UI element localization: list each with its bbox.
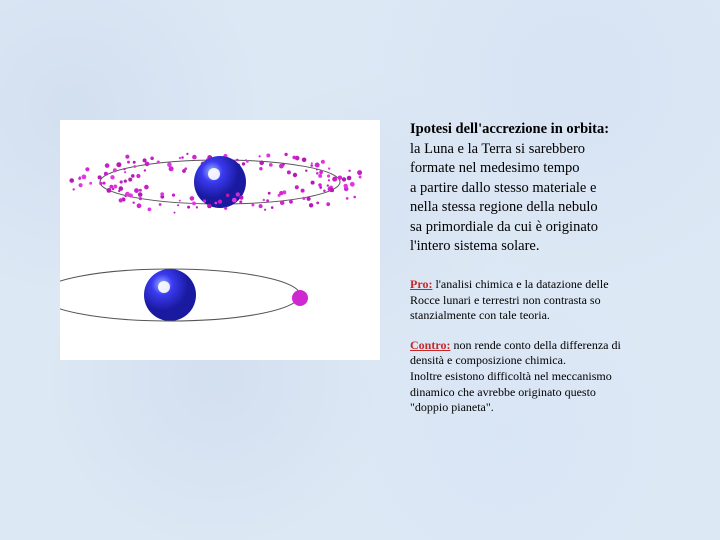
accretion-diagram (60, 120, 380, 360)
contro-label: Contro: (410, 338, 450, 352)
figure-column (60, 120, 380, 500)
text-column: Ipotesi dell'accrezione in orbita: la Lu… (380, 120, 680, 500)
contro-paragraph: Contro: non rende conto della differenza… (410, 338, 680, 416)
pro-line: l'analisi chimica e la datazione delle (435, 277, 608, 291)
main-line: l'intero sistema solare. (410, 238, 539, 254)
pro-line: stanzialmente con tale teoria. (410, 308, 550, 322)
contro-line: dinamico che avrebbe originato questo (410, 385, 596, 399)
pro-label: Pro: (410, 277, 432, 291)
contro-line: Inoltre esistono difficoltà nel meccanis… (410, 369, 612, 383)
slide-content: Ipotesi dell'accrezione in orbita: la Lu… (0, 0, 720, 540)
main-paragraph: Ipotesi dell'accrezione in orbita: la Lu… (410, 120, 680, 257)
main-line: formate nel medesimo tempo (410, 160, 580, 176)
contro-line: "doppio pianeta". (410, 400, 494, 414)
main-line: la Luna e la Terra si sarebbero (410, 141, 585, 157)
main-line: nella stessa regione della nebulo (410, 199, 598, 215)
hypothesis-title: Ipotesi dell'accrezione in orbita: (410, 121, 609, 137)
main-line: sa primordiale da cui è originato (410, 219, 598, 235)
contro-line: non rende conto della differenza di (453, 338, 620, 352)
main-line: a partire dallo stesso materiale e (410, 180, 596, 196)
pro-line: Rocce lunari e terrestri non contrasta s… (410, 293, 601, 307)
pro-paragraph: Pro: l'analisi chimica e la datazione de… (410, 277, 680, 324)
contro-line: densità e composizione chimica. (410, 353, 566, 367)
